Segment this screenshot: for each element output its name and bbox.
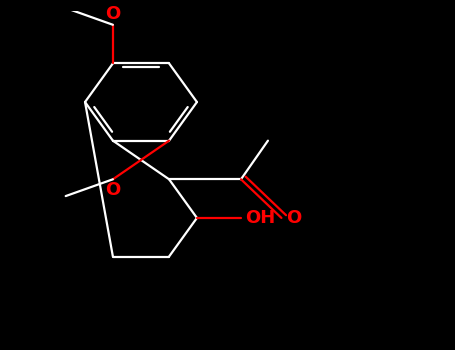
- Text: OH: OH: [246, 209, 276, 227]
- Text: O: O: [286, 209, 301, 227]
- Text: O: O: [105, 181, 121, 199]
- Text: O: O: [105, 5, 121, 23]
